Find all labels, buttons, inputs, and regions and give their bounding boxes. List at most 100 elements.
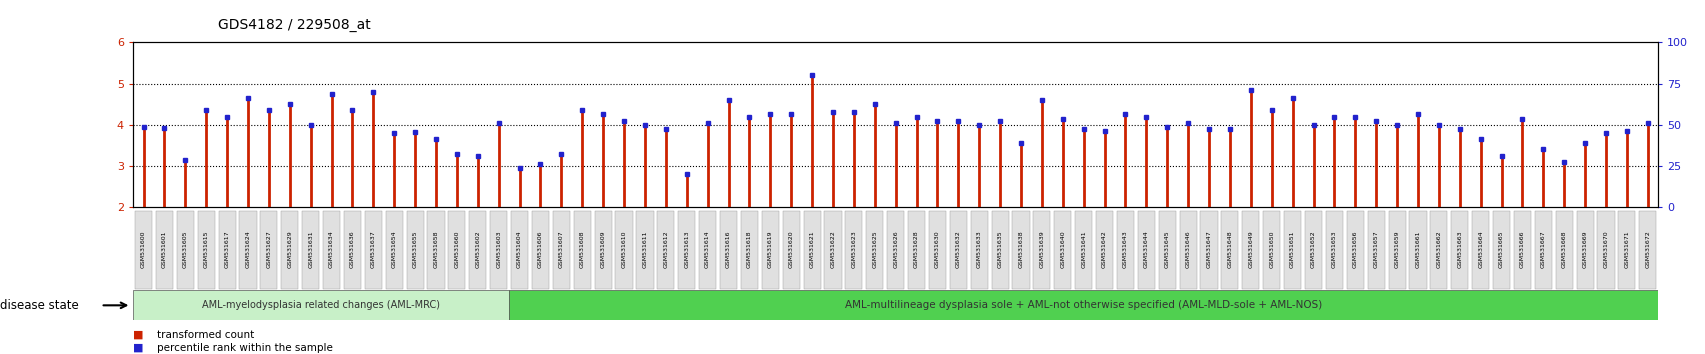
Text: GSM531670: GSM531670 [1603, 231, 1608, 268]
Text: GSM531602: GSM531602 [476, 231, 481, 268]
FancyBboxPatch shape [1388, 211, 1405, 289]
Text: GSM531652: GSM531652 [1309, 231, 1315, 268]
Text: GSM531601: GSM531601 [162, 231, 167, 268]
FancyBboxPatch shape [1345, 211, 1362, 289]
FancyBboxPatch shape [1429, 211, 1446, 289]
FancyBboxPatch shape [699, 211, 716, 289]
FancyBboxPatch shape [489, 211, 506, 289]
FancyBboxPatch shape [281, 211, 298, 289]
Text: transformed count: transformed count [157, 330, 254, 339]
Text: GSM531604: GSM531604 [517, 231, 522, 268]
FancyBboxPatch shape [406, 211, 423, 289]
Text: GSM531653: GSM531653 [1332, 231, 1337, 268]
FancyBboxPatch shape [218, 211, 235, 289]
FancyBboxPatch shape [428, 211, 445, 289]
Text: GSM531645: GSM531645 [1165, 231, 1170, 268]
FancyBboxPatch shape [760, 211, 779, 289]
FancyBboxPatch shape [1221, 211, 1238, 289]
Text: GSM531627: GSM531627 [266, 231, 271, 268]
FancyBboxPatch shape [469, 211, 486, 289]
Text: GSM531667: GSM531667 [1540, 231, 1545, 268]
FancyBboxPatch shape [198, 211, 215, 289]
Text: GSM531619: GSM531619 [767, 231, 772, 268]
FancyBboxPatch shape [1304, 211, 1321, 289]
FancyBboxPatch shape [1137, 211, 1154, 289]
Text: GSM531616: GSM531616 [726, 231, 730, 268]
Text: AML-multilineage dysplasia sole + AML-not otherwise specified (AML-MLD-sole + AM: AML-multilineage dysplasia sole + AML-no… [844, 300, 1321, 310]
Text: GSM531671: GSM531671 [1623, 231, 1628, 268]
Text: GSM531628: GSM531628 [914, 231, 919, 268]
Text: disease state: disease state [0, 299, 78, 312]
FancyBboxPatch shape [365, 211, 382, 289]
Text: GSM531620: GSM531620 [788, 231, 793, 268]
Text: GSM531622: GSM531622 [830, 231, 835, 268]
FancyBboxPatch shape [595, 211, 612, 289]
FancyBboxPatch shape [907, 211, 924, 289]
Text: GSM531644: GSM531644 [1142, 231, 1147, 268]
FancyBboxPatch shape [616, 211, 633, 289]
FancyBboxPatch shape [824, 211, 841, 289]
Text: ■: ■ [133, 330, 143, 339]
Text: GSM531633: GSM531633 [977, 231, 980, 268]
Text: GSM531648: GSM531648 [1226, 231, 1231, 268]
Text: GSM531621: GSM531621 [810, 231, 813, 268]
FancyBboxPatch shape [508, 290, 1657, 320]
FancyBboxPatch shape [552, 211, 569, 289]
Text: GSM531625: GSM531625 [871, 231, 876, 268]
FancyBboxPatch shape [1054, 211, 1071, 289]
Text: GSM531658: GSM531658 [433, 231, 438, 268]
FancyBboxPatch shape [1596, 211, 1613, 289]
Text: GSM531643: GSM531643 [1122, 231, 1127, 268]
Text: GSM531659: GSM531659 [1393, 231, 1398, 268]
Text: GSM531655: GSM531655 [413, 231, 418, 268]
Text: GSM531668: GSM531668 [1560, 231, 1565, 268]
FancyBboxPatch shape [1074, 211, 1091, 289]
Text: GSM531672: GSM531672 [1644, 231, 1649, 268]
FancyBboxPatch shape [887, 211, 904, 289]
Text: GSM531635: GSM531635 [997, 231, 1003, 268]
Text: GSM531665: GSM531665 [1499, 231, 1504, 268]
FancyBboxPatch shape [1618, 211, 1635, 289]
FancyBboxPatch shape [155, 211, 172, 289]
Text: GSM531606: GSM531606 [537, 231, 542, 268]
Text: GSM531613: GSM531613 [684, 231, 689, 268]
FancyBboxPatch shape [656, 211, 673, 289]
Text: GSM531634: GSM531634 [329, 231, 334, 268]
FancyBboxPatch shape [1033, 211, 1050, 289]
FancyBboxPatch shape [1241, 211, 1258, 289]
FancyBboxPatch shape [261, 211, 278, 289]
FancyBboxPatch shape [1512, 211, 1529, 289]
FancyBboxPatch shape [302, 211, 319, 289]
Text: GSM531636: GSM531636 [350, 231, 355, 268]
FancyBboxPatch shape [1534, 211, 1552, 289]
Text: GSM531660: GSM531660 [454, 231, 459, 268]
FancyBboxPatch shape [1575, 211, 1592, 289]
FancyBboxPatch shape [1284, 211, 1301, 289]
Text: percentile rank within the sample: percentile rank within the sample [157, 343, 332, 353]
FancyBboxPatch shape [803, 211, 820, 289]
FancyBboxPatch shape [573, 211, 590, 289]
FancyBboxPatch shape [866, 211, 883, 289]
FancyBboxPatch shape [1117, 211, 1134, 289]
Text: ■: ■ [133, 343, 143, 353]
Text: GSM531649: GSM531649 [1248, 231, 1253, 268]
FancyBboxPatch shape [532, 211, 549, 289]
Text: GSM531640: GSM531640 [1061, 231, 1064, 268]
Text: GSM531615: GSM531615 [203, 231, 208, 268]
FancyBboxPatch shape [1367, 211, 1384, 289]
Text: GSM531614: GSM531614 [704, 231, 709, 268]
Text: GSM531607: GSM531607 [559, 231, 564, 268]
Text: GSM531663: GSM531663 [1456, 231, 1461, 268]
FancyBboxPatch shape [783, 211, 800, 289]
FancyBboxPatch shape [512, 211, 529, 289]
Text: GSM531637: GSM531637 [370, 231, 375, 268]
Text: GDS4182 / 229508_at: GDS4182 / 229508_at [218, 18, 372, 32]
FancyBboxPatch shape [740, 211, 757, 289]
FancyBboxPatch shape [1451, 211, 1468, 289]
FancyBboxPatch shape [1639, 211, 1656, 289]
Text: GSM531626: GSM531626 [893, 231, 897, 268]
Text: GSM531632: GSM531632 [955, 231, 960, 268]
Text: GSM531611: GSM531611 [643, 231, 648, 268]
Text: GSM531612: GSM531612 [663, 231, 668, 268]
Text: GSM531617: GSM531617 [225, 231, 230, 268]
